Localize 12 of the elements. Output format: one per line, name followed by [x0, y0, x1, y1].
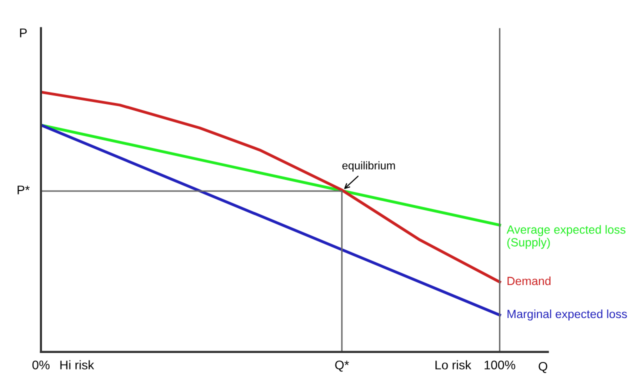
annotation: equilibrium [342, 161, 395, 172]
series-label: Average expected loss (Supply) [506, 225, 626, 249]
annotation: P* [18, 186, 30, 194]
y-axis-title: P [20, 28, 27, 38]
x-tick-label: Q* [335, 360, 349, 372]
x-tick-label: 100% [484, 360, 516, 370]
series-label: Marginal expected loss [508, 310, 627, 321]
x-axis-title: Q [538, 362, 548, 374]
x-tick-label: Lo risk [436, 360, 472, 370]
x-tick-label: 0% [32, 360, 50, 370]
series-label: Demand [508, 276, 550, 286]
x-tick-label: Hi risk [60, 360, 94, 370]
